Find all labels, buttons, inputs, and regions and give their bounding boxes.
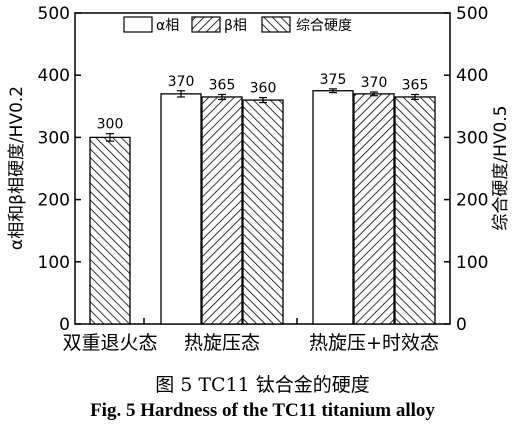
bar-overall xyxy=(89,136,131,325)
legend-label-overall: 综合硬度 xyxy=(296,18,352,34)
category-label: 热旋压态 xyxy=(184,332,260,354)
bars: 370 375 365 370 300 360 365 xyxy=(89,72,436,325)
legend-swatch-overall xyxy=(261,16,291,33)
legend-swatch-beta xyxy=(191,16,221,33)
category-label: 热旋压+时效态 xyxy=(309,332,439,354)
y-tick-label-left: 400 xyxy=(38,66,70,86)
value-label: 375 xyxy=(320,72,347,88)
error-bar xyxy=(370,91,378,97)
bar-alpha xyxy=(312,90,354,325)
legend-swatch-alpha xyxy=(123,16,153,33)
error-bar xyxy=(259,96,267,104)
category-labels: 双重退火态 热旋压态 热旋压+时效态 xyxy=(62,332,438,354)
y-tick-label-left: 100 xyxy=(38,253,70,273)
bar-overall xyxy=(242,99,284,325)
y-tick-label-right: 300 xyxy=(456,128,488,148)
y-tick-label-left: 200 xyxy=(38,191,70,211)
figure-caption-english: Fig. 5 Hardness of the TC11 titanium all… xyxy=(90,400,435,421)
y-tick-label-right: 500 xyxy=(456,4,488,24)
legend-label-alpha: α相 xyxy=(156,18,179,34)
value-label: 365 xyxy=(209,77,236,93)
category-label: 双重退火态 xyxy=(62,332,157,354)
y-tick-label-left: 500 xyxy=(38,4,70,24)
bar-alpha xyxy=(160,93,202,325)
error-bar xyxy=(106,133,114,142)
error-bar xyxy=(329,88,337,94)
y-tick-label-left: 300 xyxy=(38,128,70,148)
y-tick-label-right: 200 xyxy=(456,191,488,211)
value-label: 360 xyxy=(250,81,277,97)
legend: α相 β相 综合硬度 xyxy=(123,16,352,34)
bar-overall xyxy=(394,96,436,325)
left-axis-ticks: 0 100 200 300 400 500 xyxy=(38,4,81,335)
bar-beta xyxy=(201,96,243,325)
y-tick-label-right: 0 xyxy=(456,315,467,335)
value-label: 370 xyxy=(168,74,195,90)
y-axis-left-title: α相和β相硬度/HV0.2 xyxy=(7,86,27,250)
value-label: 365 xyxy=(402,77,429,93)
y-tick-label-left: 0 xyxy=(59,315,70,335)
error-bar xyxy=(177,90,185,98)
figure-caption-chinese: 图 5 TC11 钛合金的硬度 xyxy=(155,374,370,396)
value-label: 300 xyxy=(97,117,124,133)
y-tick-label-right: 100 xyxy=(456,253,488,273)
value-label: 370 xyxy=(361,75,388,91)
bar-beta xyxy=(353,93,395,325)
error-bar xyxy=(411,93,419,101)
y-tick-label-right: 400 xyxy=(456,66,488,86)
error-bar xyxy=(218,93,226,101)
right-axis-ticks: 0 100 200 300 400 500 xyxy=(444,4,488,335)
legend-label-beta: β相 xyxy=(224,18,247,34)
y-axis-right-title: 综合硬度/HV0.5 xyxy=(491,105,511,230)
